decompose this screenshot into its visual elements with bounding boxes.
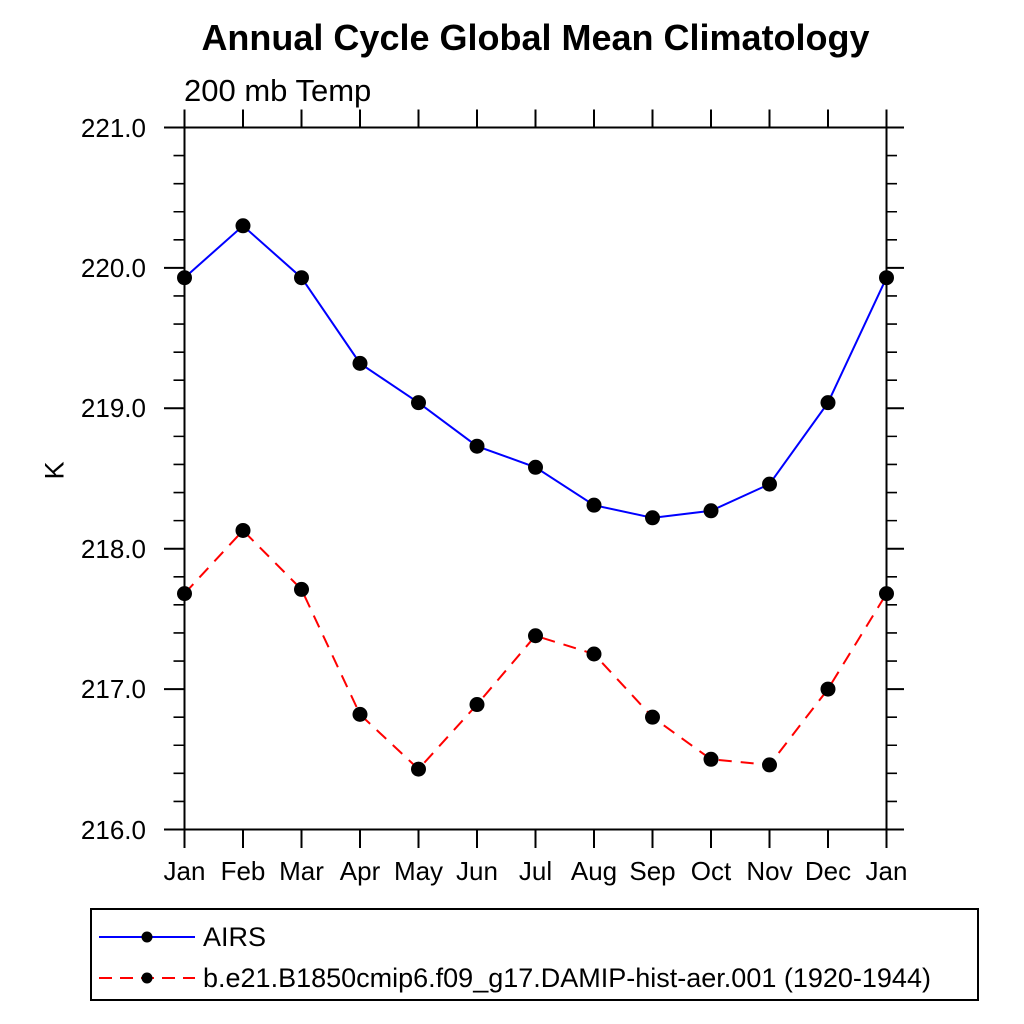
y-minor-ticks — [173, 154, 897, 803]
legend-item-airs: AIRS — [97, 922, 266, 952]
x-tick-label: Apr — [339, 856, 381, 886]
data-point-marker — [352, 706, 368, 722]
data-point-marker — [177, 270, 192, 286]
legend-line-sample-dashed — [99, 972, 195, 984]
x-tick-label: Jan — [865, 856, 908, 886]
legend-item-model: b.e21.B1850cmip6.f09_g17.DAMIP-hist-aer.… — [97, 963, 931, 993]
data-point-marker — [235, 218, 251, 234]
data-point-marker — [528, 628, 543, 644]
data-point-marker — [645, 510, 660, 526]
data-point-marker — [294, 270, 309, 286]
x-tick-label: May — [393, 856, 444, 886]
data-point-marker — [820, 681, 836, 697]
series-1-markers — [177, 522, 894, 777]
data-point-marker — [294, 581, 309, 597]
legend-label-model: b.e21.B1850cmip6.f09_g17.DAMIP-hist-aer.… — [203, 962, 931, 993]
data-point-marker — [411, 395, 426, 411]
data-point-marker — [762, 757, 777, 773]
data-point-marker — [177, 586, 192, 602]
x-tick-label: Mar — [279, 856, 324, 886]
data-point-marker — [645, 709, 660, 725]
x-tick-label: Jul — [518, 856, 553, 886]
data-point-marker — [411, 761, 426, 777]
legend-label-airs: AIRS — [203, 921, 267, 952]
series-1-line — [183, 529, 888, 771]
legend-line-sample-solid — [99, 931, 195, 943]
x-ticks — [183, 109, 888, 848]
x-tick-label: Nov — [746, 856, 793, 886]
plot-border — [183, 126, 888, 831]
x-tick-label: Dec — [804, 856, 852, 886]
legend-box: AIRS b.e21.B1850cmip6.f09_g17.DAMIP-hist… — [90, 908, 979, 1001]
chart-title: Annual Cycle Global Mean Climatology — [201, 17, 870, 58]
x-tick-label: Aug — [570, 856, 618, 886]
data-point-marker — [879, 586, 894, 602]
x-tick-label: Jun — [456, 856, 498, 886]
x-tick-label: Oct — [690, 856, 732, 886]
data-point-marker — [879, 270, 894, 286]
y-axis-label: K — [39, 461, 70, 480]
data-point-marker — [586, 646, 602, 662]
data-point-marker — [703, 503, 719, 519]
series-0-markers — [177, 218, 894, 526]
data-point-marker — [528, 459, 543, 475]
y-tick-label: 221.0 — [80, 112, 146, 143]
data-point-marker — [469, 697, 485, 713]
x-tick-label: Feb — [220, 856, 266, 886]
data-point-marker — [352, 355, 368, 371]
y-tick-label: 218.0 — [80, 533, 146, 564]
data-point-marker — [235, 522, 251, 538]
data-point-marker — [820, 395, 836, 411]
data-point-marker — [469, 438, 485, 454]
y-tick-label: 219.0 — [80, 393, 146, 424]
y-tick-label: 217.0 — [80, 674, 146, 705]
y-tick-label: 216.0 — [80, 814, 146, 845]
data-point-marker — [762, 476, 777, 492]
y-major-ticks — [164, 126, 904, 831]
data-point-marker — [703, 751, 719, 767]
data-point-marker — [586, 497, 602, 513]
x-tick-label: Sep — [629, 856, 676, 886]
y-tick-label: 220.0 — [80, 252, 146, 283]
x-tick-label: Jan — [163, 856, 206, 886]
chart-subtitle: 200 mb Temp — [184, 73, 372, 108]
